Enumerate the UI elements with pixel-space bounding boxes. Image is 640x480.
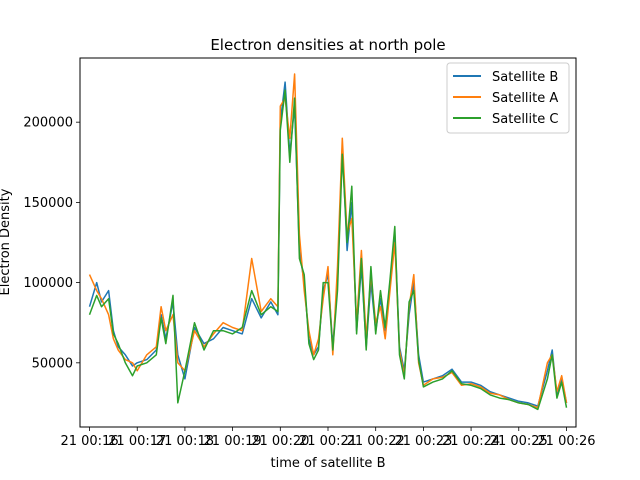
series-line-2: [88, 89, 568, 411]
x-tick-label: 21 00:18: [156, 434, 214, 449]
x-tick-label: 21 00:23: [394, 434, 452, 449]
y-axis: 50000 100000 150000 200000: [23, 116, 80, 371]
y-tick-label: 100000: [23, 276, 73, 291]
y-axis-label: Electron Density: [0, 188, 13, 295]
x-axis-label: time of satellite B: [271, 456, 386, 471]
x-tick-label: 21 00:16: [60, 434, 118, 449]
legend-label: Satellite A: [492, 91, 558, 106]
legend: Satellite B Satellite A Satellite C: [446, 62, 570, 134]
x-tick-label: 21 00:17: [108, 434, 166, 449]
x-tick-label: 21 00:21: [299, 434, 357, 449]
x-tick-label: 21 00:24: [442, 434, 500, 449]
legend-box: [446, 62, 570, 134]
x-tick-label: 21 00:26: [537, 434, 595, 449]
y-tick-label: 200000: [23, 116, 73, 131]
y-tick-label: 150000: [23, 196, 73, 211]
x-tick-label: 21 00:19: [204, 434, 262, 449]
y-tick-label: 50000: [32, 356, 73, 371]
x-tick-label: 21 00:22: [347, 434, 405, 449]
chart-title: Electron densities at north pole: [210, 36, 445, 54]
legend-label: Satellite C: [492, 112, 558, 127]
x-tick-label: 21 00:25: [490, 434, 548, 449]
legend-label: Satellite B: [492, 70, 558, 85]
series-layer: [88, 73, 568, 411]
x-tick-label: 21 00:20: [251, 434, 309, 449]
